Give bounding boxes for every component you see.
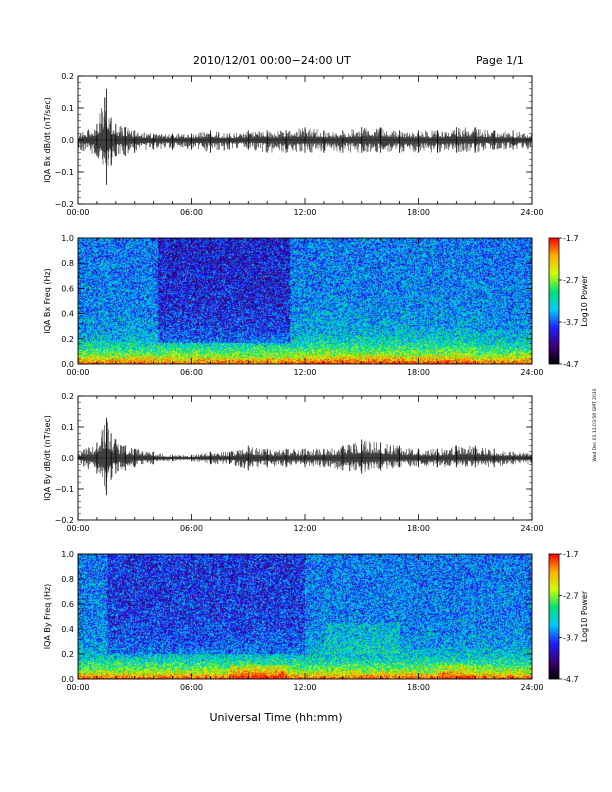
y-tick-label: 0.8 (61, 259, 74, 268)
y-tick-label: 1.0 (61, 234, 74, 243)
y-tick-label: −0.2 (55, 200, 74, 209)
spectrogram-image (78, 238, 532, 364)
y-tick-label: 0.0 (61, 360, 74, 369)
y-tick-label: 0.2 (61, 392, 74, 401)
colorbar-tick-label: -1.7 (563, 234, 579, 243)
x-tick-label: 18:00 (407, 683, 430, 692)
x-tick-label: 00:00 (66, 208, 89, 217)
colorbar-label: Log10 Power (580, 275, 589, 327)
y-tick-label: 0.1 (61, 104, 74, 113)
colorbar (548, 237, 560, 365)
x-tick-label: 18:00 (407, 368, 430, 377)
colorbar-tick-label: -2.7 (563, 276, 579, 285)
timestamp-stamp: Wed Dec 01 11:03:58 GMT 2010 (592, 388, 598, 461)
colorbar-tick-label: -1.7 (563, 550, 579, 559)
y-tick-label: −0.2 (55, 516, 74, 525)
colorbar-tick-label: -4.7 (563, 360, 579, 369)
y-axis-label: IQA Bx Freq (Hz) (43, 268, 52, 334)
colorbar-tick-label: -2.7 (563, 592, 579, 601)
y-tick-label: 0.1 (61, 423, 74, 432)
page-number: Page 1/1 (476, 54, 524, 67)
panel-3: 00:00 06:00 12:00 18:00 24:00 0.2 0.1 0.0 −0.1 −0… (43, 392, 544, 533)
page-title: 2010/12/01 00:00−24:00 UT (193, 54, 351, 67)
spectrogram-image (78, 554, 532, 679)
x-tick-label: 00:00 (66, 683, 89, 692)
x-tick-label: 12:00 (293, 683, 316, 692)
y-tick-label: 0.0 (61, 454, 74, 463)
y-tick-label: 0.8 (61, 575, 74, 584)
colorbar-tick-label: -3.7 (563, 318, 579, 327)
y-tick-label: 0.0 (61, 675, 74, 684)
y-tick-label: 0.4 (61, 310, 74, 319)
colorbar-label: Log10 Power (580, 590, 589, 642)
y-tick-label: 0.0 (61, 136, 74, 145)
panel-1: 00:00 06:00 12:00 18:00 24:00 0.2 0.1 0.0 −0.1 −0… (43, 72, 544, 217)
x-tick-label: 00:00 (66, 524, 89, 533)
x-tick-label: 06:00 (180, 368, 203, 377)
y-tick-label: −0.1 (55, 168, 74, 177)
colorbar (548, 553, 560, 680)
y-tick-label: −0.1 (55, 485, 74, 494)
colorbar-tick-label: -4.7 (563, 675, 579, 684)
panel-2: -1.7 -2.7 -3.7 -4.7 Log10 Power 00:00 06:00 12:… (43, 234, 589, 377)
x-tick-label: 24:00 (520, 368, 543, 377)
x-tick-label: 12:00 (293, 524, 316, 533)
y-axis-label: IQA By dB/dt (nT/sec) (43, 415, 52, 501)
x-tick-label: 24:00 (520, 524, 543, 533)
y-axis-label: IQA Bx dB/dt (nT/sec) (43, 97, 52, 183)
y-tick-label: 0.2 (61, 335, 74, 344)
x-tick-label: 24:00 (520, 208, 543, 217)
y-tick-label: 0.2 (61, 72, 74, 81)
x-tick-label: 12:00 (293, 368, 316, 377)
x-tick-label: 18:00 (407, 208, 430, 217)
x-axis-title: Universal Time (hh:mm) (210, 711, 343, 724)
panel-4: -1.7 -2.7 -3.7 -4.7 Log10 Power 00:00 06:00 12:… (43, 550, 589, 692)
x-tick-label: 00:00 (66, 368, 89, 377)
y-tick-label: 0.6 (61, 284, 74, 293)
x-tick-label: 06:00 (180, 208, 203, 217)
colorbar-tick-label: -3.7 (563, 633, 579, 642)
y-tick-label: 0.2 (61, 650, 74, 659)
x-tick-label: 18:00 (407, 524, 430, 533)
y-tick-label: 0.4 (61, 625, 74, 634)
y-tick-label: 0.6 (61, 600, 74, 609)
y-axis-label: IQA By Freq (Hz) (43, 584, 52, 650)
x-tick-label: 06:00 (180, 683, 203, 692)
y-tick-label: 1.0 (61, 550, 74, 559)
x-tick-label: 06:00 (180, 524, 203, 533)
x-tick-label: 12:00 (293, 208, 316, 217)
x-tick-label: 24:00 (520, 683, 543, 692)
